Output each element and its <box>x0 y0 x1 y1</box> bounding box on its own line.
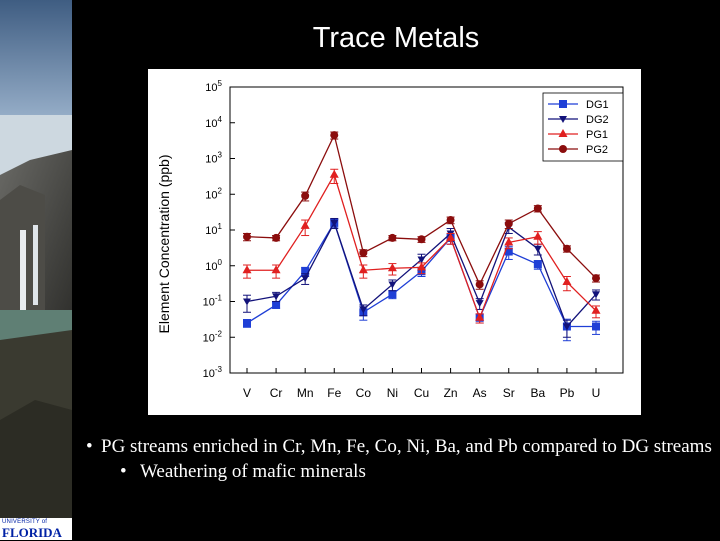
bullet-dot: • <box>120 461 127 482</box>
legend-label: PG1 <box>586 129 608 141</box>
data-point <box>272 293 281 301</box>
data-point <box>359 248 368 257</box>
x-tick-label: Mn <box>297 386 314 400</box>
data-point <box>272 300 281 309</box>
legend-entry: PG1 <box>548 129 608 141</box>
y-tick-label: 10-3 <box>203 365 223 380</box>
data-point <box>387 263 397 272</box>
slide-title: Trace Metals <box>312 22 480 54</box>
data-point <box>533 231 543 240</box>
data-point <box>301 267 310 276</box>
data-point <box>558 129 568 137</box>
x-tick-label: Co <box>356 386 372 400</box>
data-point <box>504 219 513 228</box>
x-tick-label: Cr <box>270 386 283 400</box>
legend-label: DG2 <box>586 114 609 126</box>
chart-svg: 105 104 103 102 101 100 10-1 10-2 10-3 V Cr Mn Fe Co… <box>156 79 624 400</box>
y-tick-label: 100 <box>205 258 222 273</box>
bullet-item: • PG streams enriched in Cr, Mn, Fe, Co,… <box>86 435 716 459</box>
bullet-dot: • <box>86 436 93 457</box>
data-point <box>388 281 397 289</box>
bullet-item-sub: • Weathering of mafic minerals <box>86 460 716 484</box>
bullet-list: • PG streams enriched in Cr, Mn, Fe, Co,… <box>86 435 716 484</box>
data-point <box>592 322 600 331</box>
series-pg1 <box>242 168 601 324</box>
x-tick-label: Cu <box>414 386 429 400</box>
x-tick-label: U <box>592 386 601 400</box>
data-point <box>417 256 426 264</box>
data-point <box>329 169 339 178</box>
data-point <box>475 280 484 289</box>
data-point <box>446 216 455 225</box>
side-photo <box>0 0 72 540</box>
y-tick-label: 104 <box>205 115 222 130</box>
data-point <box>562 244 571 253</box>
legend-entry: DG2 <box>548 114 609 126</box>
data-point <box>592 291 600 299</box>
y-tick-label: 10-1 <box>203 294 223 309</box>
data-point <box>562 323 571 331</box>
data-point <box>591 305 601 314</box>
data-point <box>559 100 567 108</box>
data-point <box>533 245 542 253</box>
data-point <box>417 262 426 271</box>
data-point <box>359 306 368 314</box>
data-point <box>446 232 456 241</box>
data-point <box>243 232 251 241</box>
bullet-text: Weathering of mafic minerals <box>140 461 366 482</box>
data-point <box>562 277 572 286</box>
x-tick-label: Pb <box>560 386 575 400</box>
data-point <box>301 275 310 283</box>
legend-entry: PG2 <box>548 144 608 156</box>
y-tick-label: 105 <box>205 79 222 94</box>
series-line <box>247 173 597 320</box>
data-point <box>243 298 251 306</box>
data-point <box>300 220 310 229</box>
y-tick-label: 103 <box>205 151 222 166</box>
x-tick-label: V <box>243 386 251 400</box>
logo-line2: FLORIDA <box>2 525 62 540</box>
data-point <box>243 319 251 328</box>
data-point <box>475 300 484 308</box>
x-tick-label: Ni <box>387 386 398 400</box>
data-point <box>533 260 542 269</box>
y-tick-label: 10-2 <box>203 329 223 344</box>
data-point <box>559 145 567 153</box>
data-point <box>559 116 567 123</box>
legend-box <box>542 92 624 162</box>
data-point <box>272 233 281 242</box>
data-point <box>271 265 281 274</box>
data-point <box>242 265 252 274</box>
data-point <box>388 233 397 242</box>
legend-entry: DG1 <box>548 99 609 111</box>
data-point <box>592 274 600 283</box>
logo-line1: UNIVERSITY of <box>2 519 48 525</box>
data-point <box>301 191 310 200</box>
data-point <box>475 312 485 321</box>
x-tick-label: As <box>473 386 487 400</box>
legend-label: PG2 <box>586 144 608 156</box>
university-logo: UNIVERSITY of FLORIDA <box>0 518 72 540</box>
chart-area: 105 104 103 102 101 100 10-1 10-2 10-3 V Cr Mn Fe Co… <box>148 69 641 415</box>
data-point <box>504 247 513 256</box>
data-point <box>330 219 339 227</box>
bullet-text: PG streams enriched in Cr, Mn, Fe, Co, N… <box>101 436 712 457</box>
y-tick-label: 101 <box>205 222 222 237</box>
data-point <box>417 235 426 244</box>
data-point <box>533 204 542 213</box>
data-point <box>504 237 514 246</box>
data-point <box>358 265 368 274</box>
y-tick-label: 102 <box>205 186 222 201</box>
x-tick-label: Fe <box>327 386 341 400</box>
data-point <box>330 131 339 140</box>
data-point <box>388 290 397 299</box>
x-tick-label: Sr <box>503 386 515 400</box>
x-tick-label: Zn <box>444 386 458 400</box>
legend-label: DG1 <box>586 99 609 111</box>
series-pg2 <box>243 131 600 290</box>
y-axis-label: Element Concentration (ppb) <box>156 155 172 334</box>
x-tick-label: Ba <box>530 386 545 400</box>
